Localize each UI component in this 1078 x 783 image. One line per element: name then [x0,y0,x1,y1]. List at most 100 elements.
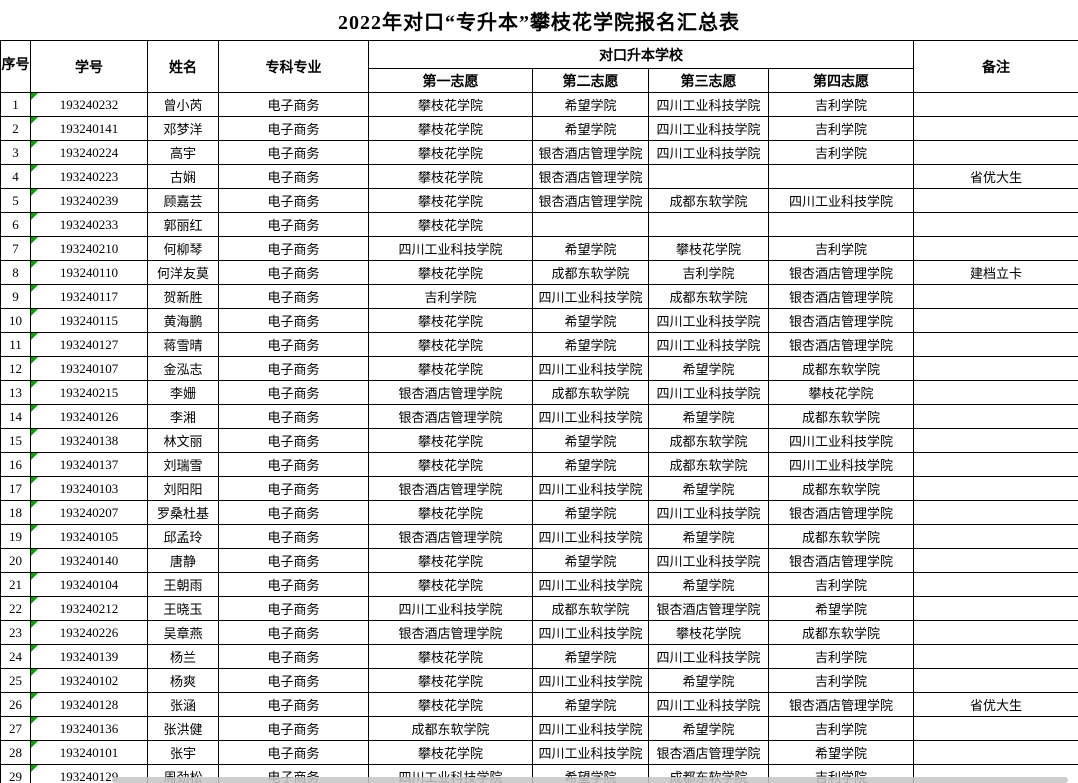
cell-choice3 [648,164,769,189]
cell-index: 25 [0,668,31,693]
cell-index: 28 [0,740,31,765]
table-row: 2 193240141 邓梦洋 电子商务 攀枝花学院 希望学院 四川工业科技学院 吉利学院 [0,116,1078,141]
cell-student-id: 193240141 [30,116,148,141]
cell-major: 电子商务 [218,404,369,429]
cell-choice4: 吉利学院 [768,572,914,597]
cell-remark [913,428,1078,453]
cell-choice3: 希望学院 [648,404,769,429]
cell-choice3: 希望学院 [648,572,769,597]
cell-name: 刘瑞雪 [147,452,219,477]
cell-choice4: 银杏酒店管理学院 [768,308,914,333]
cell-choice4: 成都东软学院 [768,524,914,549]
cell-student-id: 193240137 [30,452,148,477]
col-header-remark: 备注 [913,40,1078,93]
cell-name: 杨兰 [147,644,219,669]
cell-remark: 省优大生 [913,692,1078,717]
cell-choice3: 攀枝花学院 [648,236,769,261]
cell-name: 罗桑杜基 [147,500,219,525]
cell-choice4: 吉利学院 [768,236,914,261]
cell-student-id: 193240101 [30,740,148,765]
cell-name: 郭丽红 [147,212,219,237]
cell-choice3: 四川工业科技学院 [648,116,769,141]
cell-name: 李姗 [147,380,219,405]
cell-choice2: 希望学院 [532,236,649,261]
cell-index: 11 [0,332,31,357]
cell-choice3: 四川工业科技学院 [648,500,769,525]
cell-major: 电子商务 [218,332,369,357]
table-row: 3 193240224 高宇 电子商务 攀枝花学院 银杏酒店管理学院 四川工业科技学院 吉利学… [0,140,1078,165]
cell-remark [913,116,1078,141]
cell-choice2: 希望学院 [532,692,649,717]
cell-choice2: 希望学院 [532,92,649,117]
cell-choice3: 攀枝花学院 [648,620,769,645]
cell-choice1: 成都东软学院 [368,716,533,741]
cell-student-id: 193240136 [30,716,148,741]
cell-choice3: 银杏酒店管理学院 [648,740,769,765]
cell-choice2: 银杏酒店管理学院 [532,164,649,189]
cell-major: 电子商务 [218,428,369,453]
cell-remark [913,356,1078,381]
horizontal-scrollbar[interactable] [112,777,1068,783]
cell-student-id: 193240128 [30,692,148,717]
cell-name: 蒋雪晴 [147,332,219,357]
cell-major: 电子商务 [218,716,369,741]
cell-choice2: 四川工业科技学院 [532,476,649,501]
cell-choice4 [768,164,914,189]
table-row: 24 193240139 杨兰 电子商务 攀枝花学院 希望学院 四川工业科技学院 吉利学院 [0,644,1078,669]
cell-choice2: 四川工业科技学院 [532,284,649,309]
cell-choice2: 银杏酒店管理学院 [532,188,649,213]
cell-choice4: 四川工业科技学院 [768,188,914,213]
cell-remark [913,284,1078,309]
cell-major: 电子商务 [218,308,369,333]
cell-name: 何洋友莫 [147,260,219,285]
cell-remark [913,500,1078,525]
cell-major: 电子商务 [218,92,369,117]
cell-major: 电子商务 [218,596,369,621]
cell-choice2: 成都东软学院 [532,380,649,405]
cell-choice4: 四川工业科技学院 [768,428,914,453]
cell-major: 电子商务 [218,212,369,237]
cell-choice4: 攀枝花学院 [768,380,914,405]
cell-choice4: 吉利学院 [768,116,914,141]
cell-name: 吴章燕 [147,620,219,645]
cell-name: 金泓志 [147,356,219,381]
cell-student-id: 193240223 [30,164,148,189]
cell-choice2: 四川工业科技学院 [532,404,649,429]
table-row: 25 193240102 杨爽 电子商务 攀枝花学院 四川工业科技学院 希望学院 吉利学院 [0,668,1078,693]
cell-name: 张涵 [147,692,219,717]
cell-name: 王朝雨 [147,572,219,597]
cell-major: 电子商务 [218,524,369,549]
table-row: 28 193240101 张宇 电子商务 攀枝花学院 四川工业科技学院 银杏酒店管理学院 希望… [0,740,1078,765]
cell-choice4: 四川工业科技学院 [768,452,914,477]
cell-choice1: 攀枝花学院 [368,500,533,525]
cell-index: 7 [0,236,31,261]
cell-choice1: 攀枝花学院 [368,668,533,693]
cell-choice2: 四川工业科技学院 [532,524,649,549]
cell-choice3: 希望学院 [648,476,769,501]
cell-choice4: 吉利学院 [768,668,914,693]
cell-student-id: 193240233 [30,212,148,237]
cell-choice1: 攀枝花学院 [368,548,533,573]
page-title: 2022年对口“专升本”攀枝花学院报名汇总表 [338,11,740,34]
cell-choice2: 四川工业科技学院 [532,356,649,381]
cell-index: 5 [0,188,31,213]
cell-student-id: 193240126 [30,404,148,429]
cell-name: 李湘 [147,404,219,429]
cell-name: 邱孟玲 [147,524,219,549]
cell-major: 电子商务 [218,260,369,285]
cell-choice2: 希望学院 [532,500,649,525]
table-row: 17 193240103 刘阳阳 电子商务 银杏酒店管理学院 四川工业科技学院 希望学院 成都… [0,476,1078,501]
cell-student-id: 193240212 [30,596,148,621]
cell-remark [913,236,1078,261]
cell-choice4: 成都东软学院 [768,404,914,429]
cell-major: 电子商务 [218,356,369,381]
cell-choice3: 四川工业科技学院 [648,332,769,357]
col-header-choice2: 第二志愿 [532,68,649,93]
cell-student-id: 193240110 [30,260,148,285]
cell-choice3: 希望学院 [648,524,769,549]
cell-choice4: 吉利学院 [768,644,914,669]
cell-name: 古娴 [147,164,219,189]
table-row: 21 193240104 王朝雨 电子商务 攀枝花学院 四川工业科技学院 希望学院 吉利学院 [0,572,1078,597]
cell-choice4: 银杏酒店管理学院 [768,500,914,525]
cell-choice3 [648,212,769,237]
